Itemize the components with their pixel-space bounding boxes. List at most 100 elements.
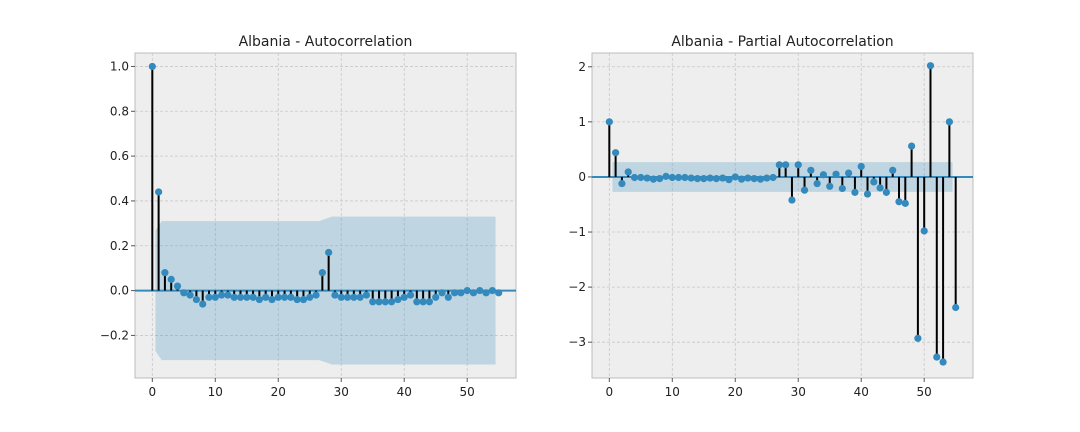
stem-marker (863, 190, 872, 198)
stem-marker (388, 298, 396, 306)
stem-marker (857, 162, 865, 171)
x-tick-label: 10 (665, 385, 680, 399)
stem-marker (337, 293, 345, 301)
stem-marker (674, 173, 683, 182)
stem-marker (148, 62, 156, 71)
stem-marker (750, 174, 758, 183)
x-tick-label: 50 (460, 385, 475, 399)
stem-marker (939, 358, 947, 366)
stem-marker (331, 291, 339, 299)
axes-background (134, 52, 517, 379)
stem-marker (952, 303, 960, 312)
stem-marker (217, 291, 226, 299)
stem-marker (243, 293, 251, 301)
stem-marker (737, 175, 746, 183)
y-tick-label: 0.0 (110, 284, 129, 298)
stem-marker (255, 295, 263, 304)
chart-title: Albania - Partial Autocorrelation (671, 34, 893, 50)
stem-marker (155, 188, 163, 196)
stem-marker (794, 161, 802, 169)
x-tick-label: 30 (791, 385, 806, 399)
stem-marker (649, 175, 658, 183)
stem-marker (224, 291, 232, 299)
stem-marker (325, 248, 333, 257)
pacf-panel: 0 10 20 30 40 50 −3 −2 −1 0 1 2 Albania - Partial Au… (568, 34, 974, 399)
stem-marker (668, 173, 676, 182)
stem-marker (350, 293, 358, 301)
stem-marker (845, 169, 853, 177)
stem-marker (907, 142, 916, 150)
x-tick-label: 40 (397, 385, 412, 399)
y-tick-label: −3 (568, 335, 586, 349)
stem-marker (249, 293, 257, 301)
y-tick-label: −1 (568, 225, 586, 239)
x-tick-label: 40 (854, 385, 869, 399)
stem-marker (469, 289, 478, 297)
stem-marker (920, 227, 928, 235)
stem-marker (205, 293, 213, 301)
stem-marker (945, 118, 953, 126)
y-tick-label: −2 (568, 280, 586, 294)
stem-marker (769, 173, 777, 182)
stem-marker (719, 174, 727, 182)
stem-marker (362, 291, 371, 299)
stem-marker (832, 170, 840, 178)
stem-marker (192, 295, 201, 304)
y-tick-label: 1.0 (110, 59, 129, 73)
stem-marker (180, 289, 188, 297)
stem-marker (268, 295, 276, 304)
stem-marker (425, 298, 434, 306)
stem-marker (656, 174, 664, 183)
stem-marker (280, 293, 289, 301)
stem-marker (173, 282, 182, 290)
stem-marker (782, 161, 790, 169)
stem-marker (400, 293, 408, 301)
x-tick-label: 20 (271, 385, 286, 399)
stem-marker (693, 174, 702, 183)
stem-marker (419, 298, 427, 306)
y-tick-label: 0.4 (110, 194, 129, 208)
stem-marker (211, 293, 219, 301)
stem-marker (463, 286, 471, 295)
stem-marker (605, 118, 613, 126)
stem-marker (432, 293, 440, 301)
stem-marker (637, 173, 645, 182)
stem-marker (375, 298, 383, 306)
stem-marker (444, 293, 452, 301)
stem-marker (889, 166, 897, 174)
stem-marker (482, 289, 490, 297)
y-tick-label: 0.2 (110, 239, 129, 253)
stem-marker (369, 298, 377, 306)
stem-marker (312, 291, 320, 299)
stem-marker (293, 295, 301, 304)
stem-marker (706, 174, 714, 182)
stem-marker (306, 293, 314, 301)
stem-marker (681, 173, 689, 182)
stem-marker (488, 286, 496, 295)
x-tick-label: 50 (917, 385, 932, 399)
axes-background (591, 52, 974, 379)
stem-marker (343, 293, 352, 301)
y-tick-label: 0 (578, 170, 586, 184)
stem-marker (167, 275, 175, 283)
stem-marker (775, 161, 783, 169)
stem-marker (763, 174, 771, 182)
stem-marker (495, 289, 503, 297)
stem-marker (287, 293, 295, 301)
stem-marker (236, 293, 245, 301)
stem-marker (826, 182, 834, 190)
stem-marker (756, 175, 765, 183)
stem-marker (876, 184, 884, 192)
stem-marker (406, 291, 415, 299)
stem-marker (612, 149, 620, 157)
stem-marker (643, 174, 651, 182)
stem-marker (630, 173, 639, 182)
stem-marker (819, 171, 828, 179)
chart-title: Albania - Autocorrelation (239, 34, 413, 50)
stem-marker (299, 295, 308, 304)
stem-marker (438, 289, 446, 297)
y-tick-label: 0.8 (110, 104, 129, 118)
stem-marker (450, 289, 459, 297)
stem-marker (199, 300, 207, 308)
